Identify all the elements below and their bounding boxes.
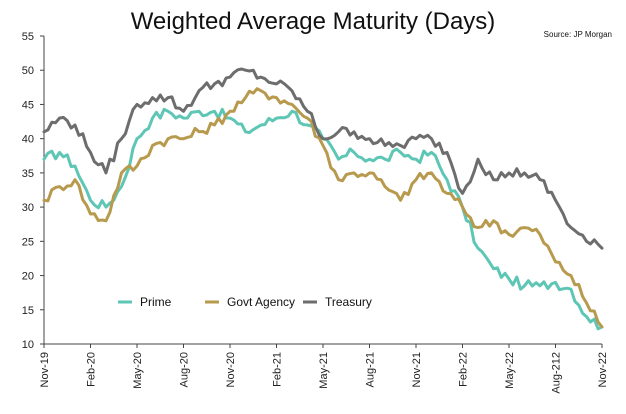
chart-source: Source: JP Morgan: [543, 30, 612, 39]
x-tick-label: Nov-22: [597, 352, 609, 387]
y-tick-label: 50: [22, 65, 34, 77]
x-tick-label: Feb-20: [86, 352, 98, 387]
x-tick-label: Nov-20: [225, 352, 237, 387]
x-tick-label: Aug-21: [365, 352, 377, 387]
x-tick-label: Feb-21: [272, 352, 284, 387]
series-line-govt-agency: [42, 87, 604, 329]
y-tick-label: 15: [22, 305, 34, 317]
y-tick-label: 10: [22, 339, 34, 351]
y-tick-label: 25: [22, 236, 34, 248]
x-tick-label: Nov-19: [39, 352, 51, 387]
y-tick-label: 45: [22, 99, 34, 111]
legend-label-govt-agency: Govt Agency: [227, 295, 295, 309]
x-tick-label: May-22: [504, 352, 516, 389]
y-tick-label: 20: [22, 271, 34, 283]
legend: Prime Govt Agency Treasury: [118, 295, 372, 309]
x-tick-label: May-21: [318, 352, 330, 389]
chart-title: Weighted Average Maturity (Days): [130, 8, 496, 35]
series-layer: [42, 67, 604, 331]
y-tick-label: 55: [22, 31, 34, 43]
x-tick-label: Nov-21: [411, 352, 423, 387]
axes: 10 15 20 25 30 35 40 45 50 55 Nov-19 Feb-20 May-20 Au…: [22, 31, 609, 394]
legend-label-treasury: Treasury: [325, 295, 372, 309]
x-tick-label: Feb-22: [458, 352, 470, 387]
x-tick-label: Aug-212: [551, 352, 563, 394]
y-tick-label: 30: [22, 202, 34, 214]
legend-label-prime: Prime: [140, 295, 172, 309]
x-tick-label: May-20: [132, 352, 144, 389]
y-tick-label: 40: [22, 134, 34, 146]
x-tick-label: Aug-20: [179, 352, 191, 387]
series-line-treasury: [42, 67, 604, 250]
y-tick-label: 35: [22, 168, 34, 180]
